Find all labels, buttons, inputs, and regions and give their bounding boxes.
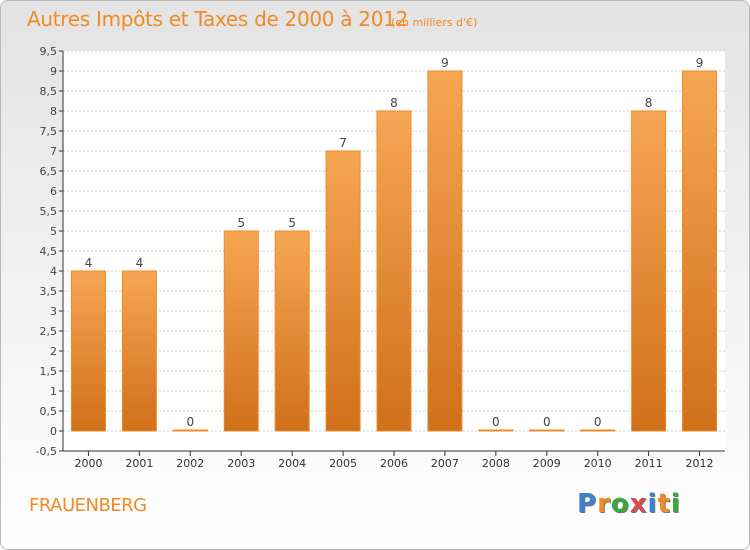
y-tick-label: 0 [50,425,57,438]
bar-group: 0 [172,415,208,432]
y-tick-label: -0,5 [36,445,57,458]
x-tick-label: 2003 [227,457,255,470]
bar [274,230,310,432]
bar [223,230,259,432]
y-tick-label: 1 [50,385,57,398]
x-tick-label: 2008 [482,457,510,470]
y-tick-label: 8 [50,105,57,118]
bar-group: 9 [427,56,463,432]
y-tick-label: 2,5 [40,325,58,338]
bar-group: 0 [478,415,514,432]
y-tick-label: 9 [50,65,57,78]
bar-group: 4 [70,256,106,432]
y-tick-label: 6 [50,185,57,198]
brand-letter: o [610,489,630,519]
bar-group: 9 [682,56,718,432]
bar [376,110,412,432]
brand-letter: t [657,489,671,519]
bar-group: 8 [376,96,412,432]
y-tick-label: 0,5 [40,405,58,418]
x-tick-label: 2012 [686,457,714,470]
y-tick-label: 4,5 [40,245,58,258]
data-label: 9 [441,56,449,70]
bar [325,150,361,432]
chart-subtitle: (en milliers d'€) [391,16,478,29]
data-label: 7 [339,136,347,150]
data-label: 8 [390,96,398,110]
bar [529,429,565,432]
brand-letter: r [597,489,611,519]
y-tick-label: 3 [50,305,57,318]
x-tick-label: 2002 [176,457,204,470]
data-label: 0 [543,415,551,429]
brand-letter: i [647,489,658,519]
bar-group: 8 [631,96,667,432]
bar [682,70,718,432]
x-tick-label: 2001 [125,457,153,470]
y-tick-label: 1,5 [40,365,58,378]
y-tick-label: 5 [50,225,57,238]
y-tick-label: 8,5 [40,85,58,98]
bar [580,429,616,432]
x-tick-label: 2009 [533,457,561,470]
y-tick-label: 2 [50,345,57,358]
bar-group: 5 [274,216,310,432]
chart-title: Autres Impôts et Taxes de 2000 à 2012 [27,7,408,31]
data-label: 4 [85,256,93,270]
bar-group: 5 [223,216,259,432]
x-tick-label: 2004 [278,457,306,470]
x-tick-label: 2010 [584,457,612,470]
data-label: 5 [288,216,296,230]
bar-group: 0 [580,415,616,432]
data-label: 0 [594,415,602,429]
data-label: 4 [136,256,144,270]
y-tick-label: 7,5 [40,125,58,138]
y-tick-label: 6,5 [40,165,58,178]
brand-letter: x [629,489,648,519]
bar [172,429,208,432]
commune-name: FRAUENBERG [29,495,147,516]
brand-logo: Proxiti [577,489,681,519]
brand-letter: i [670,489,681,519]
x-tick-label: 2000 [74,457,102,470]
y-tick-label: 3,5 [40,285,58,298]
y-tick-label: 9,5 [40,45,58,58]
bar [631,110,667,432]
data-label: 5 [237,216,245,230]
y-tick-label: 4 [50,265,57,278]
data-label: 0 [186,415,194,429]
x-tick-label: 2007 [431,457,459,470]
data-label: 0 [492,415,500,429]
bar [70,270,106,432]
y-tick-label: 5,5 [40,205,58,218]
data-label: 8 [645,96,653,110]
x-tick-label: 2005 [329,457,357,470]
bar [121,270,157,432]
bar [427,70,463,432]
bar [478,429,514,432]
bar-group: 4 [121,256,157,432]
y-tick-label: 7 [50,145,57,158]
x-tick-label: 2011 [635,457,663,470]
brand-letter: P [577,489,598,519]
bar-group: 7 [325,136,361,432]
x-tick-label: 2006 [380,457,408,470]
bar-group: 0 [529,415,565,432]
data-label: 9 [696,56,704,70]
